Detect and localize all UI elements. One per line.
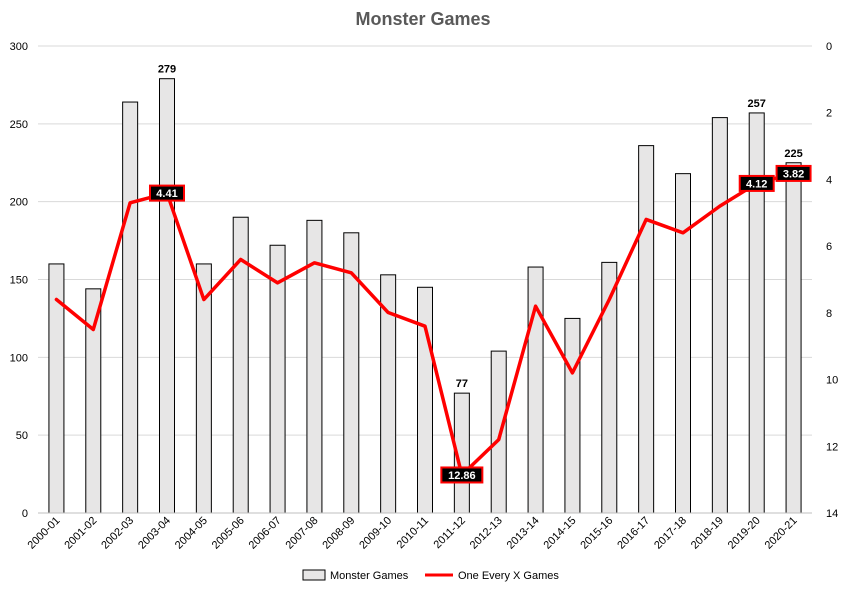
left-tick-label: 150 — [10, 275, 28, 287]
left-tick-label: 300 — [10, 41, 28, 53]
x-tick-label: 2006-07 — [247, 515, 284, 552]
legend: Monster Games One Every X Games — [302, 569, 559, 582]
callout-box — [775, 164, 812, 182]
bar — [122, 101, 139, 514]
callout-box — [738, 174, 775, 192]
x-tick-label: 2005-06 — [210, 515, 247, 552]
left-tick-label: 200 — [10, 197, 28, 209]
bar — [195, 263, 212, 514]
x-tick-label: 2007-08 — [284, 515, 321, 552]
bar — [675, 173, 691, 514]
x-tick-label: 2000-01 — [26, 515, 63, 552]
line-series — [54, 171, 796, 477]
callout-label: 12.86 — [448, 470, 476, 482]
x-axis: 2000-01 2001-02 2002-03 2003-04 2004-05 2005-… — [26, 512, 812, 552]
right-tick-label: 12 — [826, 441, 838, 453]
right-tick-label: 0 — [826, 41, 832, 53]
bar — [748, 112, 765, 514]
legend-swatch-bars — [302, 569, 326, 581]
left-axis: 0 50 100 150 200 250 300 — [10, 41, 28, 520]
x-tick-label: 2004-05 — [173, 515, 210, 552]
right-tick-label: 14 — [826, 508, 838, 520]
left-tick-label: 100 — [10, 352, 28, 364]
x-tick-label: 2016-17 — [615, 515, 652, 552]
left-tick-label: 50 — [16, 430, 28, 442]
x-tick-label: 2015-16 — [578, 515, 615, 552]
bar — [564, 317, 581, 514]
bar — [638, 145, 655, 514]
x-tick-label: 2001-02 — [62, 515, 99, 552]
right-tick-label: 10 — [826, 375, 838, 387]
line-series-path — [54, 171, 796, 477]
x-tick-label: 2020-21 — [763, 515, 800, 552]
x-tick-label: 2019-20 — [726, 515, 763, 552]
right-tick-label: 2 — [826, 108, 832, 120]
x-tick-label: 2011-12 — [432, 515, 468, 551]
callout-box — [440, 466, 484, 484]
bar — [785, 162, 802, 514]
right-tick-label: 6 — [826, 241, 832, 253]
right-tick-label: 8 — [826, 308, 832, 320]
bar-data-label: 279 — [158, 64, 176, 76]
left-tick-label: 250 — [10, 119, 28, 131]
line-callout: 3.82 — [775, 164, 812, 182]
right-axis: 0 2 4 6 8 10 12 14 — [826, 41, 838, 520]
callout-label: 4.41 — [156, 188, 177, 200]
chart-title: Monster Games — [355, 9, 490, 29]
bar-data-labels: 279 77 257 225 — [158, 64, 803, 390]
bar — [490, 350, 507, 514]
x-tick-label: 2013-14 — [505, 515, 542, 552]
x-tick-label: 2003-04 — [136, 515, 173, 552]
callout-label: 4.12 — [746, 178, 767, 190]
bar — [269, 244, 286, 514]
bar — [159, 78, 175, 514]
bar — [417, 286, 433, 514]
x-tick-label: 2012-13 — [468, 515, 505, 552]
right-tick-label: 4 — [826, 174, 832, 186]
x-tick-label: 2009-10 — [357, 515, 394, 552]
bar-data-label: 225 — [784, 148, 802, 160]
bar-series — [48, 78, 802, 514]
line-data-callouts: 4.41 12.86 4.12 3.82 — [149, 164, 812, 484]
x-tick-label: 2014-15 — [542, 515, 579, 552]
x-tick-label: 2018-19 — [689, 515, 726, 552]
bar-data-label: 257 — [748, 98, 766, 110]
bar — [527, 266, 544, 514]
x-tick-label: 2017-18 — [652, 515, 689, 552]
bar — [711, 117, 728, 514]
bar-data-label: 77 — [456, 378, 468, 390]
line-callout: 12.86 — [440, 466, 484, 484]
line-callout: 4.41 — [149, 184, 185, 202]
legend-label-bars: Monster Games — [330, 570, 409, 582]
bar — [85, 288, 102, 514]
legend-label-line: One Every X Games — [458, 570, 559, 582]
line-callout: 4.12 — [738, 174, 775, 192]
callout-box — [149, 184, 185, 202]
callout-label: 3.82 — [783, 168, 804, 180]
x-tick-label: 2002-03 — [99, 515, 136, 552]
x-tick-label: 2008-09 — [320, 515, 357, 552]
left-tick-label: 0 — [22, 508, 28, 520]
x-tick-label: 2010-11 — [395, 515, 431, 551]
